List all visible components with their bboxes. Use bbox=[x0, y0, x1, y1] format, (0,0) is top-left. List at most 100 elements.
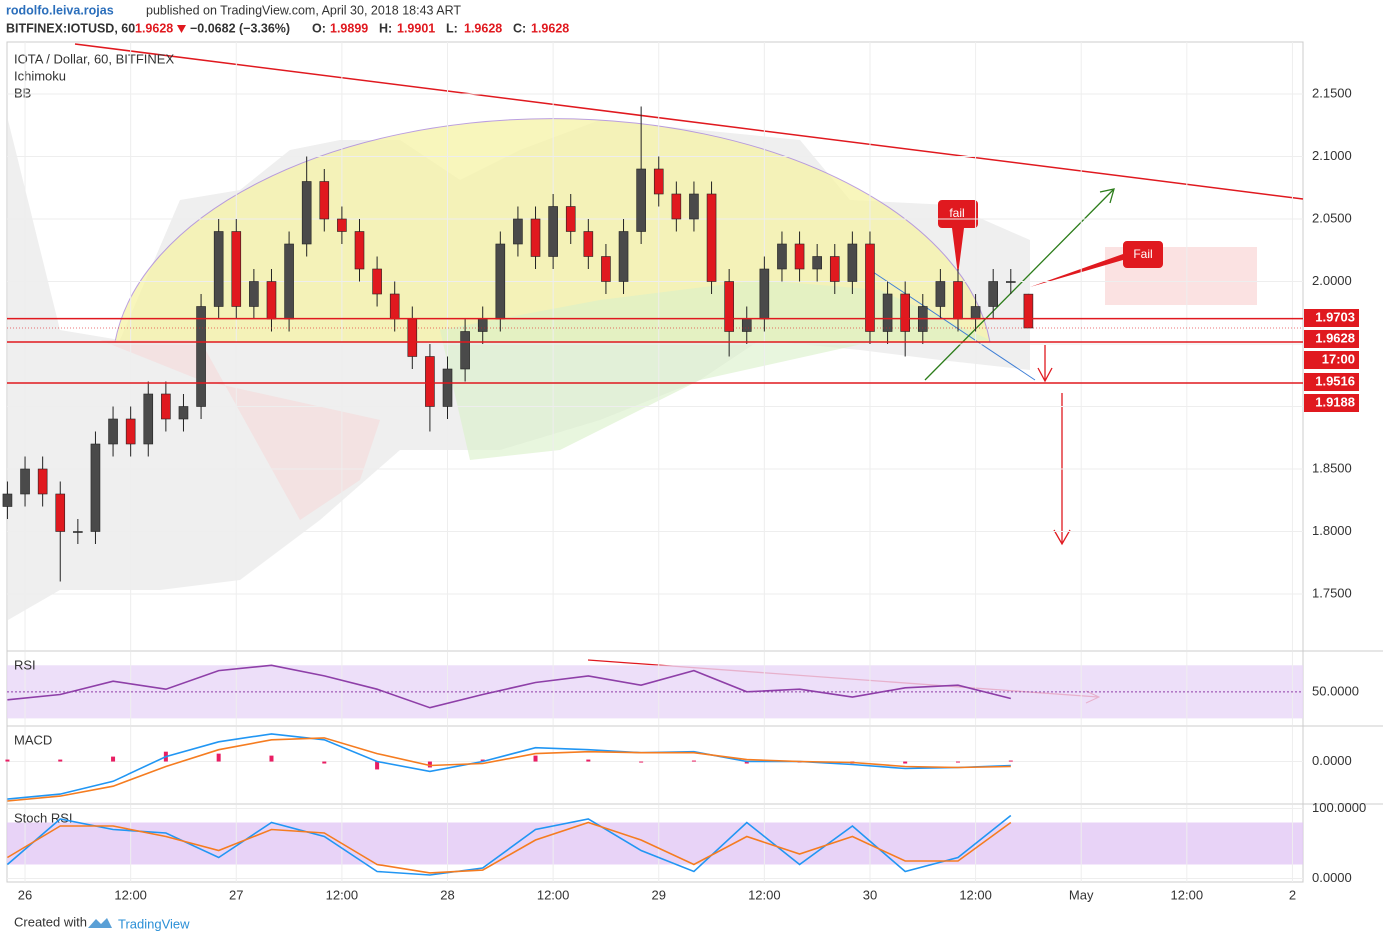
series-line bbox=[6, 814, 1012, 876]
candle-body bbox=[953, 281, 963, 320]
cloud-green bbox=[440, 280, 990, 460]
candle-body bbox=[829, 256, 840, 282]
arrow-head bbox=[1053, 529, 1071, 546]
price-box-label: 1.9516 bbox=[1315, 373, 1355, 388]
histogram-bar bbox=[1008, 760, 1013, 762]
trendline-blue bbox=[869, 269, 1036, 381]
y-tick-label: 2.0000 bbox=[1312, 273, 1352, 288]
ohlc-value: 1.9901 bbox=[397, 21, 435, 35]
histogram-bar bbox=[216, 753, 221, 762]
candle-body bbox=[301, 181, 312, 245]
candle-body bbox=[671, 193, 682, 220]
y-tick-label: 1.7500 bbox=[1312, 585, 1352, 600]
x-tick-label: 27 bbox=[229, 887, 243, 902]
cloud-red bbox=[100, 340, 380, 520]
candle-body bbox=[161, 393, 171, 420]
candle-body bbox=[513, 218, 523, 245]
arrow-head bbox=[1099, 188, 1115, 204]
ohlc-label: C: bbox=[513, 21, 526, 35]
logo bbox=[88, 918, 112, 928]
decor: fail Fail bbox=[8, 43, 1304, 704]
y-tick-label: 2.1000 bbox=[1312, 148, 1352, 163]
y-tick-label: 1.8500 bbox=[1312, 460, 1352, 475]
arrow-head bbox=[1037, 367, 1053, 383]
histogram-bar bbox=[111, 756, 116, 762]
price-box bbox=[1304, 394, 1359, 412]
y-tick-label: 100.0000 bbox=[1312, 800, 1366, 815]
change: −0.0682 (−3.36%) bbox=[190, 21, 290, 35]
candle-body bbox=[55, 493, 66, 532]
histogram-bar bbox=[269, 755, 274, 762]
series-line bbox=[7, 664, 1011, 709]
x-tick-label: 12:00 bbox=[959, 887, 992, 902]
candle-body bbox=[477, 318, 488, 332]
candle-body bbox=[231, 231, 242, 307]
histogram-bar bbox=[744, 761, 749, 764]
series-line bbox=[7, 733, 1011, 800]
candle-body bbox=[706, 193, 717, 282]
histogram-bar bbox=[480, 759, 485, 762]
candle-body bbox=[777, 243, 787, 270]
y-tick-label: 0.0000 bbox=[1312, 870, 1352, 885]
pane-title: MACD bbox=[14, 732, 52, 747]
x-tick-label: 12:00 bbox=[1171, 887, 1204, 902]
series-line bbox=[6, 821, 1012, 874]
candle-body bbox=[653, 168, 664, 195]
annotation: Fail bbox=[1133, 247, 1152, 261]
x-tick-label: 29 bbox=[652, 887, 666, 902]
candle-body bbox=[935, 281, 946, 307]
histogram-bar bbox=[427, 761, 432, 768]
trendline bbox=[74, 43, 1304, 200]
ohlc-value: 1.9628 bbox=[464, 21, 502, 35]
candle-body bbox=[37, 468, 48, 495]
candle-body bbox=[337, 218, 347, 232]
candle-body bbox=[988, 281, 998, 307]
callout bbox=[1030, 241, 1163, 287]
x-tick-label: 26 bbox=[18, 887, 32, 902]
candle-body bbox=[565, 206, 576, 232]
x-tick-label: 12:00 bbox=[326, 887, 359, 902]
footer-brand[interactable]: TradingView bbox=[118, 916, 190, 931]
candle-body bbox=[249, 281, 259, 307]
candle-body bbox=[689, 193, 699, 220]
x-tick-label: 12:00 bbox=[114, 887, 147, 902]
down-arrow bbox=[177, 25, 186, 33]
band bbox=[7, 822, 1303, 865]
histogram-bar bbox=[322, 761, 327, 764]
price-box-label: 1.9703 bbox=[1315, 309, 1355, 324]
ohlc-value: 1.9899 bbox=[330, 21, 368, 35]
candle-body bbox=[812, 256, 822, 270]
candle-body bbox=[425, 356, 435, 407]
histogram-bar bbox=[533, 755, 538, 762]
x-tick-label: 12:00 bbox=[748, 887, 781, 902]
ohlc-value: 1.9628 bbox=[531, 21, 569, 35]
candle-body bbox=[213, 231, 224, 307]
candle-body bbox=[759, 268, 770, 320]
candle-body bbox=[794, 243, 805, 270]
candle-body bbox=[900, 293, 910, 332]
candle-body bbox=[548, 206, 558, 257]
y-tick-label: 2.1500 bbox=[1312, 85, 1352, 100]
series-line bbox=[7, 737, 1011, 802]
y-tick-label: 50.0000 bbox=[1312, 683, 1359, 698]
x-tick-label: 30 bbox=[863, 887, 877, 902]
candle-body bbox=[372, 268, 382, 295]
candle-body bbox=[284, 243, 294, 320]
candle-body bbox=[354, 231, 365, 270]
candle-body bbox=[636, 168, 646, 232]
price-box bbox=[1304, 351, 1359, 369]
candle-body bbox=[460, 331, 470, 370]
footer-text: Created with bbox=[14, 914, 87, 929]
ohlc-label: H: bbox=[379, 21, 392, 35]
candle-body bbox=[319, 181, 330, 220]
candle-body bbox=[601, 256, 611, 282]
frame bbox=[6, 41, 1304, 883]
pane-title: Stoch RSI bbox=[14, 810, 73, 825]
candle-body bbox=[266, 281, 277, 320]
candle-body bbox=[724, 281, 734, 332]
candle-body bbox=[196, 306, 206, 407]
candle-body bbox=[970, 306, 981, 320]
price-box bbox=[1304, 330, 1359, 348]
